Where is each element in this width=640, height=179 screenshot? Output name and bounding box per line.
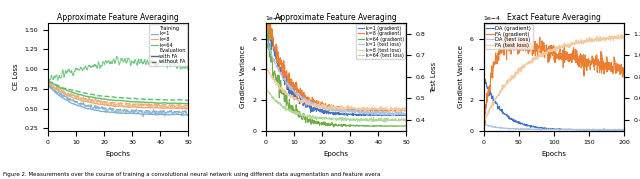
X-axis label: Epochs: Epochs [106,151,131,157]
Y-axis label: Gradient Variance: Gradient Variance [458,45,464,108]
Text: 1e−4: 1e−4 [266,16,283,21]
X-axis label: Epochs: Epochs [541,151,566,157]
X-axis label: Epochs: Epochs [323,151,349,157]
Y-axis label: Gradient Variance: Gradient Variance [241,45,246,108]
Title: Exact Feature Averaging: Exact Feature Averaging [507,13,601,23]
Legend: Training, k=1, k=8, k=64, Evaluation, with FA, without FA: Training, k=1, k=8, k=64, Evaluation, wi… [150,24,188,66]
Legend: k=1 (gradient), k=8 (gradient), k=64 (gradient), k=1 (test loss), k=8 (test loss: k=1 (gradient), k=8 (gradient), k=64 (gr… [356,24,405,59]
Title: Approximate Feature Averaging: Approximate Feature Averaging [58,13,179,23]
Text: Figure 2. Measurements over the course of training a convolutional neural networ: Figure 2. Measurements over the course o… [3,172,381,177]
Y-axis label: Test Loss: Test Loss [431,61,437,93]
Text: 1e−4: 1e−4 [483,16,500,21]
Legend: DA (gradient), FA (gradient), DA (test loss), FA (test loss): DA (gradient), FA (gradient), DA (test l… [484,24,532,49]
Title: Approximate Feature Averaging: Approximate Feature Averaging [275,13,397,23]
Y-axis label: CE Loss: CE Loss [13,64,19,90]
